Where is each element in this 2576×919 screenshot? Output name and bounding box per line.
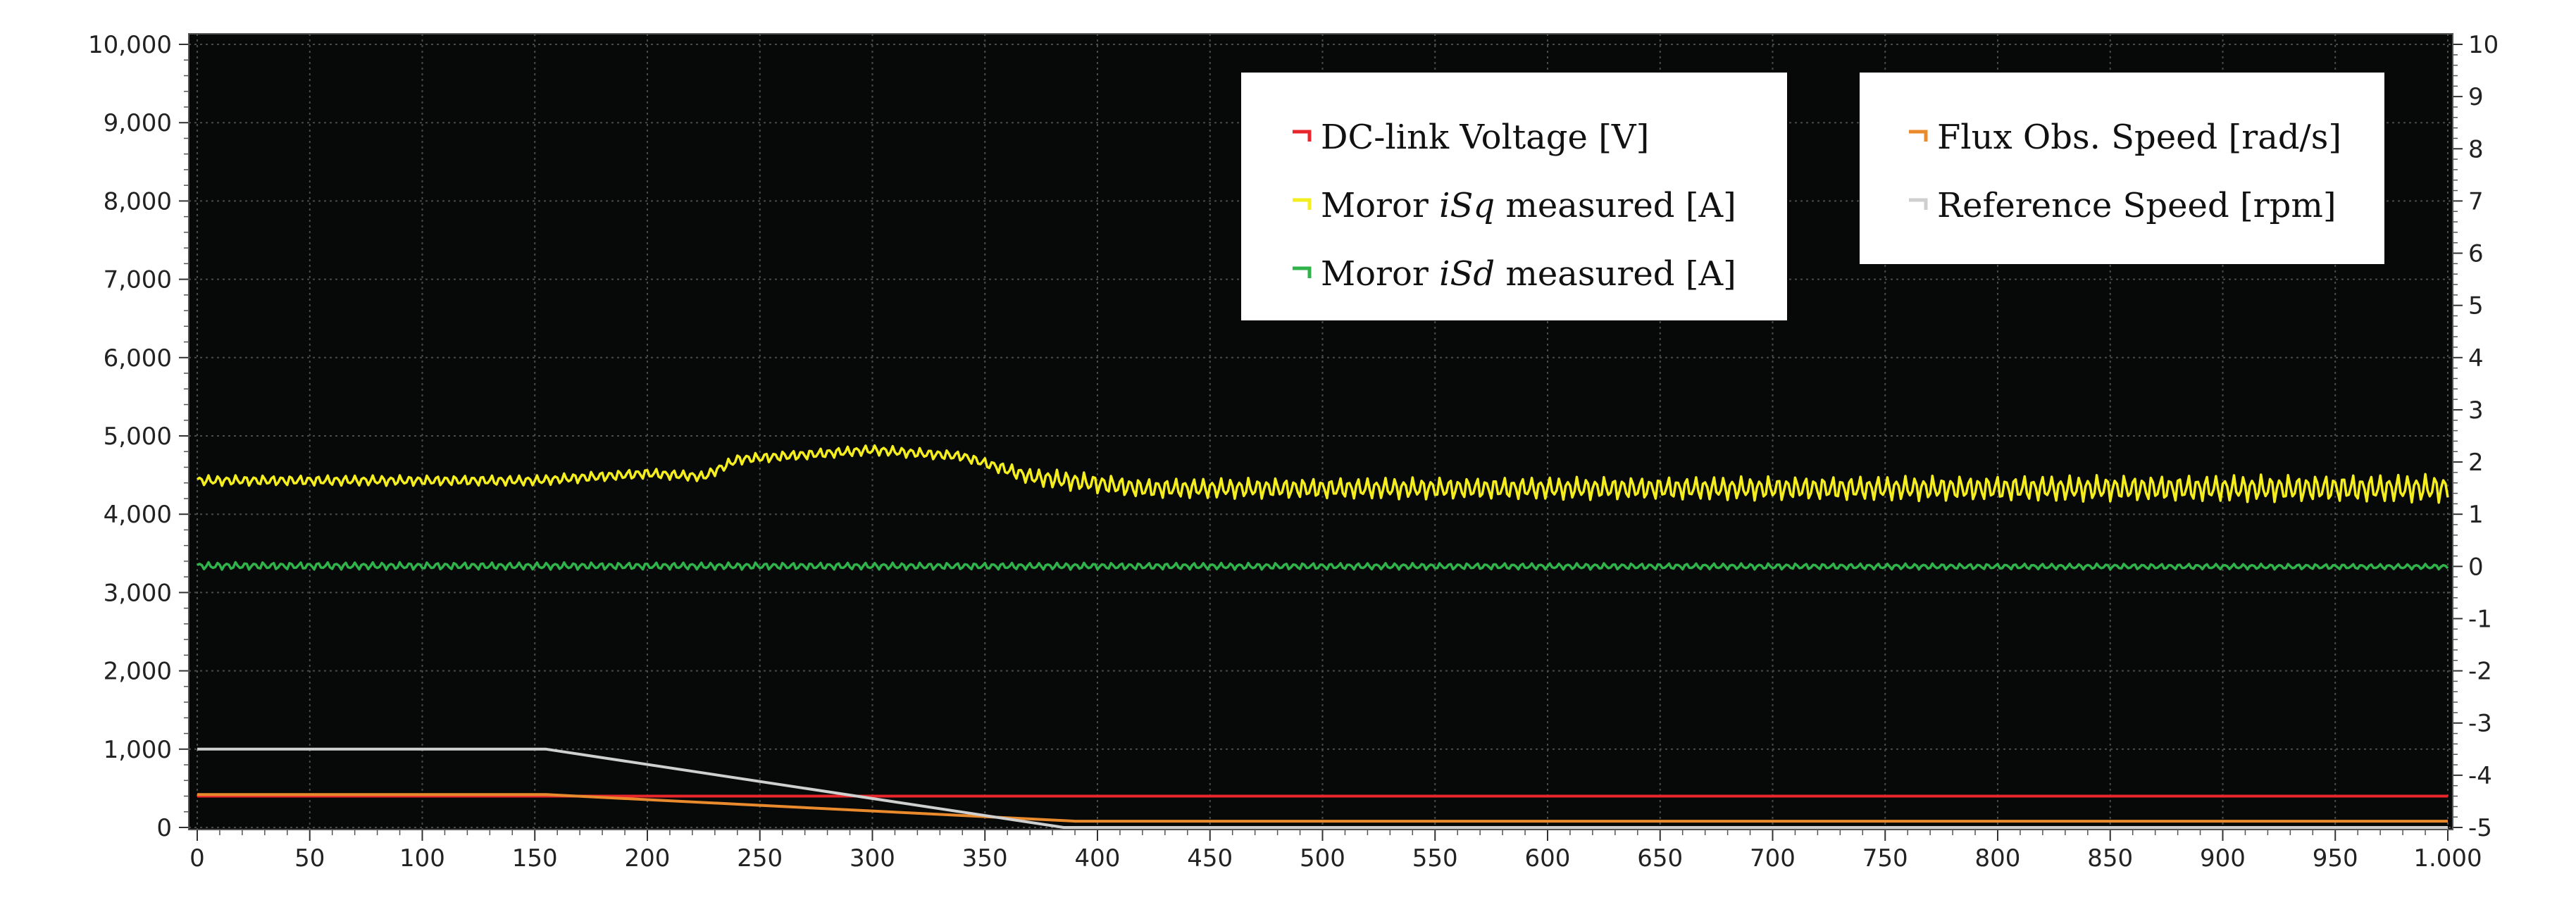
legend-marker (1293, 198, 1312, 210)
y-right-tick-label: -3 (2468, 710, 2492, 738)
x-tick-label: 50 (294, 844, 325, 873)
x-tick-label: 200 (625, 844, 671, 873)
legend-label: Moror iSq measured [A] (1321, 186, 1736, 225)
x-tick-label: 0 (189, 844, 205, 873)
y-left-tick-label: 10,000 (88, 31, 172, 59)
y-right-tick-label: 5 (2468, 292, 2484, 320)
y-right-tick-label: 3 (2468, 396, 2484, 425)
legend-box-left: DC-link Voltage [V] Moror iSq measured [A… (1241, 73, 1787, 320)
x-tick-label: 650 (1637, 844, 1683, 873)
y-right-tick-label: -1 (2468, 605, 2492, 633)
legend-left-background (1241, 73, 1787, 320)
x-tick-label: 400 (1075, 844, 1121, 873)
y-left-tick-label: 9,000 (104, 109, 172, 137)
x-tick-label: 800 (1975, 844, 2021, 873)
x-tick-label: 850 (2087, 844, 2133, 873)
y-left-tick-label: 3,000 (104, 579, 172, 607)
y-left-tick-label: 7,000 (104, 266, 172, 294)
legend-box-right: Flux Obs. Speed [rad/s] Reference Speed [… (1860, 73, 2384, 264)
legend-label-part: Moror (1321, 254, 1439, 294)
y-right-tick-label: 8 (2468, 135, 2484, 163)
x-tick-label: 600 (1525, 844, 1571, 873)
x-tick-label: 100 (399, 844, 445, 873)
series-flux-obs-speed-rad-s (197, 793, 2448, 823)
y-right-tick-label: 6 (2468, 240, 2484, 268)
y-left-tick-label: 8,000 (104, 187, 172, 215)
legend-marker (1909, 130, 1928, 142)
y-right-tick-label: -5 (2468, 814, 2492, 842)
series-layer (197, 444, 2449, 829)
legend-label: Moror iSd measured [A] (1321, 254, 1736, 294)
legend-label-part: Reference Speed [rpm] (1937, 186, 2337, 225)
x-tick-label: 300 (850, 844, 895, 873)
y-right-tick-label: 7 (2468, 187, 2484, 215)
y-left-tick-label: 2,000 (104, 658, 172, 686)
legend-label-part: iSq (1439, 186, 1495, 225)
legend-label-part: measured [A] (1495, 254, 1736, 294)
x-tick-label: 900 (2200, 844, 2246, 873)
series-reference-speed-rpm (197, 747, 2448, 829)
legend-marker (1293, 130, 1312, 142)
y-right-tick-label: -4 (2468, 762, 2492, 790)
series-moror-isd-measured-a (197, 561, 2449, 571)
x-tick-label: 700 (1750, 844, 1796, 873)
x-tick-label: 750 (1862, 844, 1908, 873)
x-tick-label: 450 (1187, 844, 1233, 873)
y-right-tick-label: 10 (2468, 31, 2499, 59)
y-right-tick-label: 0 (2468, 553, 2484, 581)
x-tick-label: 250 (737, 844, 783, 873)
legend-label-part: iSd (1439, 254, 1495, 294)
x-tick-label: 500 (1300, 844, 1345, 873)
x-tick-label: 950 (2313, 844, 2358, 873)
legend-label-part: DC-link Voltage [V] (1321, 118, 1649, 157)
legend-label: Flux Obs. Speed [rad/s] (1937, 118, 2341, 157)
legend-right-background (1860, 73, 2384, 264)
legend-label: DC-link Voltage [V] (1321, 118, 1649, 157)
legend-label-part: Flux Obs. Speed [rad/s] (1937, 118, 2341, 157)
y-left-tick-label: 1,000 (104, 736, 172, 764)
x-tick-label: 350 (962, 844, 1008, 873)
y-right-tick-label: 2 (2468, 449, 2484, 477)
y-left-tick-label: 6,000 (104, 344, 172, 373)
x-tick-label: 150 (512, 844, 558, 873)
y-right-tick-label: -2 (2468, 658, 2492, 686)
legend-label-part: Moror (1321, 186, 1439, 225)
legend-label-part: measured [A] (1495, 186, 1736, 225)
y-left-tick-label: 4,000 (104, 501, 172, 529)
axes: 0 50 100 150 200 250 300 350 400 450 500 550 600 650 7… (88, 31, 2499, 873)
legend-marker (1909, 198, 1928, 210)
series-moror-isq-measured-a (197, 444, 2449, 504)
x-tick-label: 1.000 (2413, 844, 2482, 873)
legend-label: Reference Speed [rpm] (1937, 186, 2337, 225)
y-right-tick-label: 4 (2468, 344, 2484, 373)
y-left-tick-label: 5,000 (104, 423, 172, 451)
legend-marker (1293, 266, 1312, 278)
y-right-tick-label: 9 (2468, 83, 2484, 111)
plot-frame (188, 33, 2453, 830)
y-right-tick-label: 1 (2468, 501, 2484, 529)
y-left-tick-label: 0 (156, 814, 172, 842)
x-tick-label: 550 (1412, 844, 1458, 873)
